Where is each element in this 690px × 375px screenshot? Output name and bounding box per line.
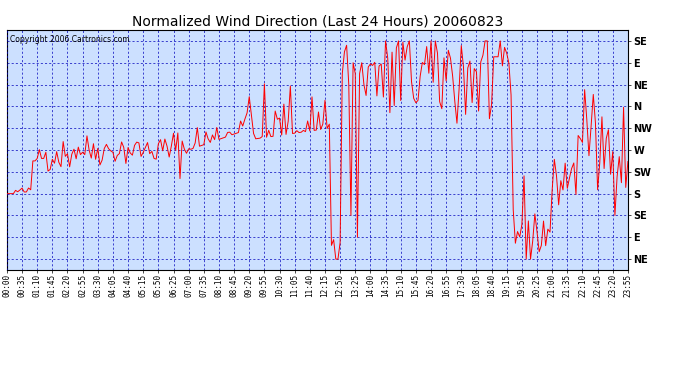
Title: Normalized Wind Direction (Last 24 Hours) 20060823: Normalized Wind Direction (Last 24 Hours… [132, 15, 503, 29]
Text: Copyright 2006 Cartronics.com: Copyright 2006 Cartronics.com [10, 35, 130, 44]
